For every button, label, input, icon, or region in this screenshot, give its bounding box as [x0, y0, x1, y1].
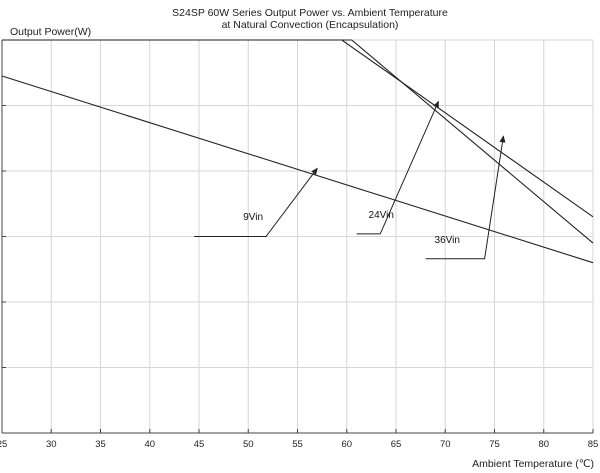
leader-line-24vin — [356, 100, 439, 235]
x-tick-label: 65 — [391, 439, 402, 450]
series-line-36vin — [2, 39, 594, 218]
x-tick-label: 75 — [489, 439, 500, 450]
series-label-24vin: 24Vin — [369, 210, 394, 221]
leader-line-36vin — [425, 135, 506, 260]
x-axis-label: Ambient Temperature (℃) — [472, 458, 594, 470]
chart-subtitle: at Natural Convection (Encapsulation) — [222, 19, 399, 31]
tick-labels: 25 30 35 40 45 50 55 60 65 70 75 80 85 — [0, 439, 598, 450]
series-annotations: 9Vin 24Vin 36Vin — [194, 100, 506, 260]
x-tick-label: 70 — [440, 439, 451, 450]
series-label-9vin: 9Vin — [243, 212, 263, 223]
x-tick-label: 35 — [95, 439, 106, 450]
x-tick-label: 80 — [538, 439, 549, 450]
series-label-36vin: 36Vin — [435, 235, 460, 246]
x-tick-label: 25 — [0, 439, 7, 450]
x-tick-label: 60 — [341, 439, 352, 450]
x-tick-label: 85 — [588, 439, 599, 450]
grid — [2, 39, 594, 433]
x-tick-label: 40 — [144, 439, 155, 450]
axes — [1, 39, 594, 434]
x-tick-label: 45 — [194, 439, 205, 450]
series-lines — [1, 39, 594, 264]
x-tick-label: 50 — [243, 439, 254, 450]
chart-title: S24SP 60W Series Output Power vs. Ambien… — [172, 7, 448, 19]
series-line-9vin — [1, 75, 594, 264]
x-tick-label: 55 — [292, 439, 303, 450]
x-tick-label: 30 — [46, 439, 57, 450]
leader-line-9vin — [194, 167, 318, 237]
y-axis-label: Output Power(W) — [10, 26, 91, 38]
